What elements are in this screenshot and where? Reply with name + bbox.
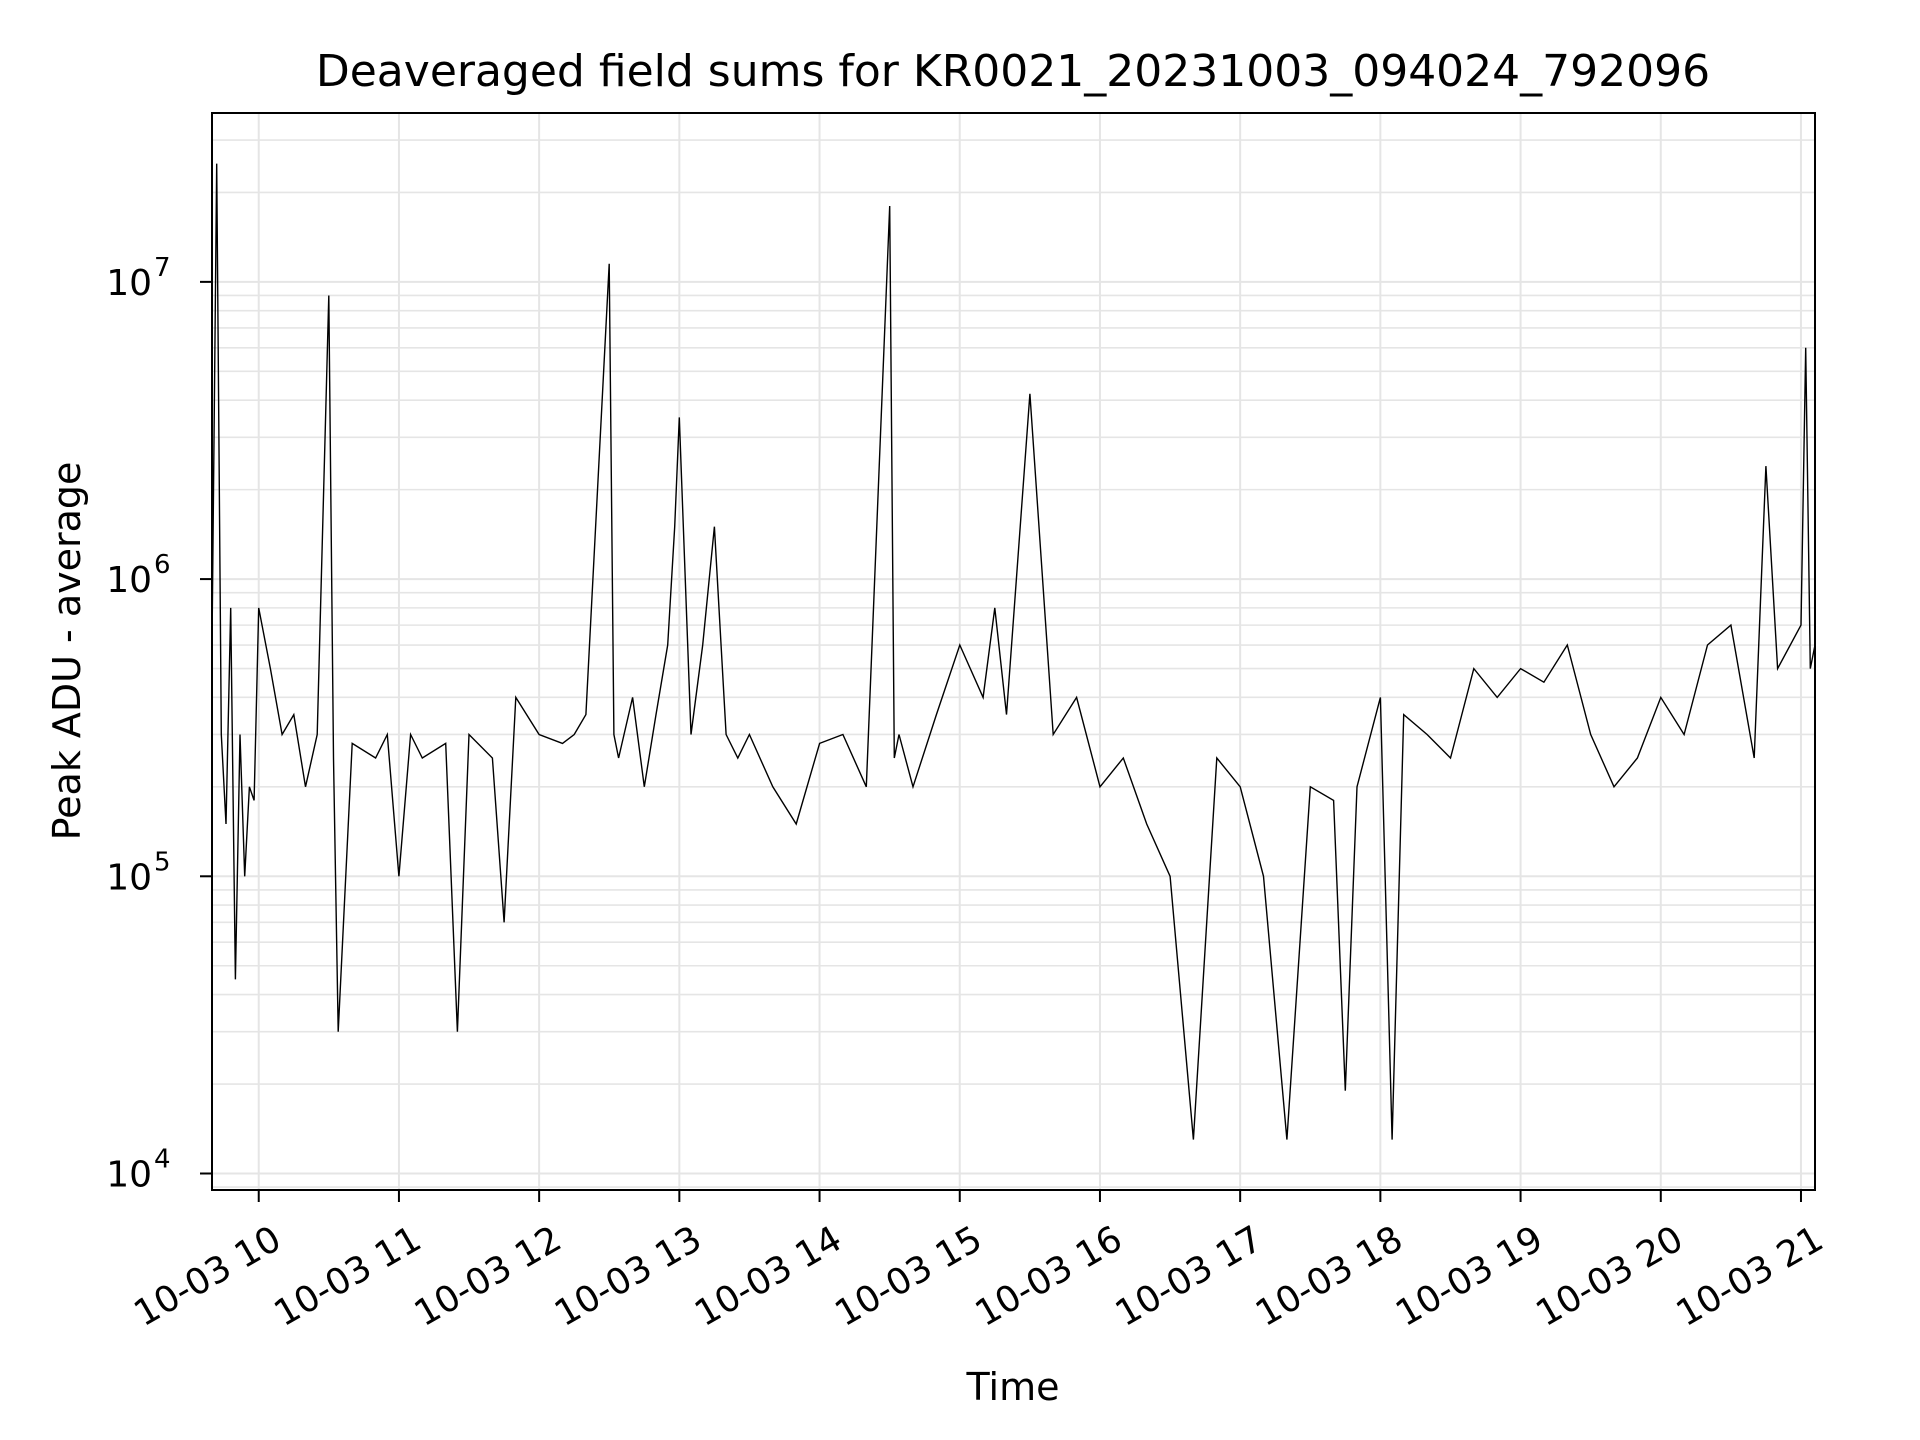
- y-tick-exponent: 7: [154, 253, 171, 283]
- series-line: [211, 163, 1816, 1140]
- y-tick-label: 10: [106, 857, 152, 898]
- y-tick-exponent: 5: [154, 847, 171, 877]
- chart-title: Deaveraged field sums for KR0021_2023100…: [316, 46, 1710, 97]
- y-axis-label: Peak ADU - average: [45, 462, 89, 841]
- y-tick-exponent: 4: [154, 1144, 171, 1174]
- y-tick-label: 10: [106, 263, 152, 304]
- y-tick-label: 10: [106, 560, 152, 601]
- y-tick-label: 10: [106, 1154, 152, 1195]
- y-tick-exponent: 6: [154, 550, 171, 580]
- x-axis-label: Time: [966, 1365, 1060, 1409]
- grid: [212, 113, 1815, 1190]
- series-polyline: [211, 163, 1816, 1140]
- plot-frame: [211, 112, 1816, 1191]
